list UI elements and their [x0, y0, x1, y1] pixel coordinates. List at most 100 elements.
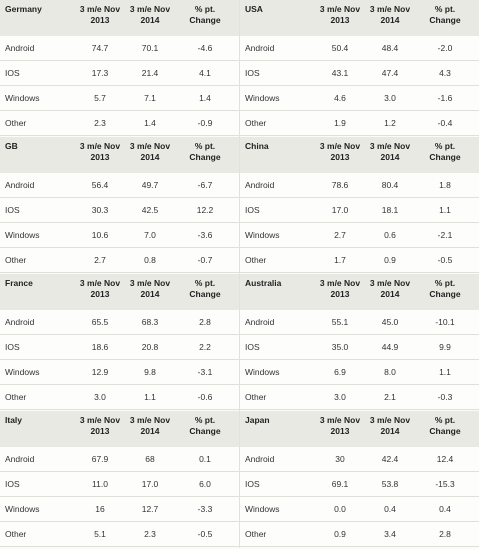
value-cell: -3.1	[197, 367, 213, 377]
value-cell: 3.4	[384, 529, 396, 539]
table-row: Windows 10.6 7.0 -3.6	[0, 223, 239, 248]
table-row: Android 55.1 45.0 -10.1	[240, 310, 479, 335]
os-label: Android	[245, 317, 275, 327]
table-row: Android 78.6 80.4 1.8	[240, 173, 479, 198]
table-row: Android 65.5 68.3 2.8	[0, 310, 239, 335]
value-cell: 78.6	[331, 180, 349, 190]
value-cell: -0.6	[197, 392, 213, 402]
table-row: Other 2.7 0.8 -0.7	[0, 248, 239, 273]
table-header: Germany 3 m/e Nov 2013 3 m/e Nov 2014 % pt.…	[0, 0, 239, 36]
value-cell: -0.3	[437, 392, 453, 402]
table-header: Italy 3 m/e Nov 2013 3 m/e Nov 2014 % pt. C…	[0, 411, 239, 447]
os-label: Android	[245, 180, 275, 190]
column-header: 3 m/e Nov 2013	[79, 278, 121, 299]
value-cell: 43.1	[331, 68, 349, 78]
value-cell: -0.5	[437, 255, 453, 265]
value-cell: 3.0	[334, 392, 346, 402]
value-cell: 65.5	[91, 317, 109, 327]
value-cell: 6.0	[199, 479, 211, 489]
value-cell: 21.4	[141, 68, 159, 78]
os-label: IOS	[5, 68, 20, 78]
column-header: 3 m/e Nov 2013	[79, 141, 121, 162]
table-row: Other 0.9 3.4 2.8	[240, 522, 479, 547]
column-header: 3 m/e Nov 2013	[319, 415, 361, 436]
value-cell: -10.1	[435, 317, 455, 327]
value-cell: -0.4	[437, 118, 453, 128]
table-row: Windows 0.0 0.4 0.4	[240, 497, 479, 522]
country-table: Australia 3 m/e Nov 2013 3 m/e Nov 2014 % p…	[239, 274, 479, 411]
os-label: Windows	[5, 504, 40, 514]
value-cell: 1.1	[439, 205, 451, 215]
value-cell: -6.7	[197, 180, 213, 190]
table-row: IOS 11.0 17.0 6.0	[0, 472, 239, 497]
country-name: China	[245, 141, 269, 151]
value-cell: 53.8	[381, 479, 399, 489]
value-cell: 5.1	[94, 529, 106, 539]
value-cell: 4.3	[439, 68, 451, 78]
value-cell: 1.7	[334, 255, 346, 265]
table-row: IOS 30.3 42.5 12.2	[0, 198, 239, 223]
os-label: Windows	[245, 93, 280, 103]
value-cell: 17.0	[331, 205, 349, 215]
table-row: IOS 43.1 47.4 4.3	[240, 61, 479, 86]
os-label: Windows	[5, 93, 40, 103]
value-cell: 0.1	[199, 454, 211, 464]
value-cell: -0.5	[197, 529, 213, 539]
value-cell: 12.7	[141, 504, 159, 514]
value-cell: -3.6	[197, 230, 213, 240]
os-label: Other	[245, 118, 267, 128]
value-cell: 16	[95, 504, 105, 514]
table-row: IOS 17.0 18.1 1.1	[240, 198, 479, 223]
value-cell: 42.5	[141, 205, 159, 215]
table-row: Windows 4.6 3.0 -1.6	[240, 86, 479, 111]
value-cell: 1.1	[144, 392, 156, 402]
value-cell: 2.7	[94, 255, 106, 265]
value-cell: 18.6	[91, 342, 109, 352]
value-cell: 0.0	[334, 504, 346, 514]
column-header: % pt. Change	[189, 278, 221, 299]
column-header: 3 m/e Nov 2013	[319, 278, 361, 299]
value-cell: -3.3	[197, 504, 213, 514]
os-label: Other	[245, 529, 267, 539]
value-cell: 45.0	[381, 317, 399, 327]
table-row: Android 30 42.4 12.4	[240, 447, 479, 472]
table-row: Windows 16 12.7 -3.3	[0, 497, 239, 522]
value-cell: 20.8	[141, 342, 159, 352]
table-row: IOS 17.3 21.4 4.1	[0, 61, 239, 86]
value-cell: 67.9	[91, 454, 109, 464]
country-table: GB 3 m/e Nov 2013 3 m/e Nov 2014 % pt. Chan…	[0, 137, 239, 274]
value-cell: 68	[145, 454, 155, 464]
column-header: % pt. Change	[189, 415, 221, 436]
os-label: Android	[5, 317, 35, 327]
table-row: Other 2.3 1.4 -0.9	[0, 111, 239, 136]
table-row: Other 1.9 1.2 -0.4	[240, 111, 479, 136]
value-cell: 1.2	[384, 118, 396, 128]
table-row: Other 1.7 0.9 -0.5	[240, 248, 479, 273]
column-header: 3 m/e Nov 2013	[319, 141, 361, 162]
os-label: Windows	[5, 367, 40, 377]
value-cell: 49.7	[141, 180, 159, 190]
table-row: IOS 35.0 44.9 9.9	[240, 335, 479, 360]
os-label: Other	[5, 392, 27, 402]
value-cell: 1.4	[199, 93, 211, 103]
column-header: 3 m/e Nov 2014	[129, 141, 171, 162]
os-label: Other	[245, 392, 267, 402]
country-name: Germany	[5, 4, 42, 14]
os-label: IOS	[5, 342, 20, 352]
country-name: France	[5, 278, 33, 288]
column-header: 3 m/e Nov 2014	[369, 141, 411, 162]
value-cell: 3.0	[384, 93, 396, 103]
table-row: Windows 2.7 0.6 -2.1	[240, 223, 479, 248]
table-header: China 3 m/e Nov 2013 3 m/e Nov 2014 % pt. C…	[240, 137, 479, 173]
value-cell: 2.1	[384, 392, 396, 402]
os-label: Android	[5, 454, 35, 464]
country-table: USA 3 m/e Nov 2013 3 m/e Nov 2014 % pt. Cha…	[239, 0, 479, 137]
column-header: 3 m/e Nov 2014	[369, 415, 411, 436]
value-cell: 2.7	[334, 230, 346, 240]
value-cell: 2.3	[94, 118, 106, 128]
os-label: Windows	[5, 230, 40, 240]
value-cell: 2.8	[199, 317, 211, 327]
os-label: Other	[5, 529, 27, 539]
value-cell: -2.1	[437, 230, 453, 240]
value-cell: 2.2	[199, 342, 211, 352]
